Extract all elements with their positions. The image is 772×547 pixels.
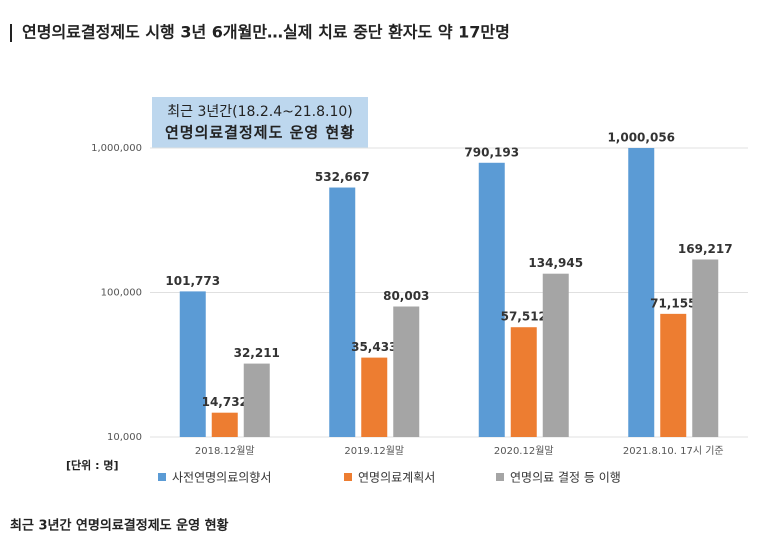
- headline: 연명의료결정제도 시행 3년 6개월만…실제 치료 중단 환자도 약 17만명: [22, 23, 510, 42]
- x-tick-label: 2019.12월말: [344, 445, 404, 457]
- unit-label: [단위 : 명]: [66, 458, 118, 472]
- bar: [179, 291, 206, 437]
- value-label: 790,193: [464, 145, 519, 159]
- legend-swatch: [496, 473, 504, 481]
- y-tick-label: 100,000: [101, 288, 142, 299]
- value-label: 532,667: [315, 170, 370, 184]
- y-tick-label: 10,000: [107, 432, 142, 443]
- bar: [393, 306, 420, 437]
- bar: [692, 259, 719, 437]
- bar: [660, 313, 687, 437]
- headline-bar: [10, 24, 12, 42]
- value-label: 32,211: [234, 346, 280, 360]
- bar: [243, 363, 270, 437]
- plot: 10,000 100,000 1,000,000 2018.12월말 101,773 14…: [91, 130, 748, 485]
- value-label: 134,945: [528, 256, 583, 270]
- x-tick-label: 2018.12월말: [195, 445, 255, 457]
- chart-subtitle: 연명의료결정제도 운영 현황: [165, 124, 355, 142]
- bar: [542, 273, 569, 437]
- value-label: 14,732: [202, 395, 248, 409]
- bar: [628, 147, 655, 437]
- legend-label: 연명의료 결정 등 이행: [510, 470, 621, 485]
- value-label: 35,433: [351, 340, 397, 354]
- bar: [361, 357, 388, 437]
- legend-swatch: [158, 473, 166, 481]
- caption: 최근 3년간 연명의료결정제도 운영 현황: [10, 518, 229, 534]
- value-label: 57,512: [501, 310, 547, 324]
- value-label: 101,773: [165, 274, 220, 288]
- x-tick-label: 2021.8.10. 17시 기준: [623, 445, 724, 457]
- y-tick-label: 1,000,000: [91, 143, 142, 154]
- value-label: 169,217: [678, 242, 733, 256]
- value-label: 1,000,056: [607, 130, 675, 144]
- bar: [510, 327, 537, 437]
- chart-title: 최근 3년간(18.2.4~21.8.10): [167, 104, 353, 120]
- legend-label: 연명의료계획서: [358, 471, 435, 485]
- bar: [329, 187, 356, 437]
- x-tick-label: 2020.12월말: [494, 445, 554, 457]
- value-label: 71,155: [650, 296, 696, 310]
- bar: [478, 162, 505, 437]
- value-label: 80,003: [383, 289, 429, 303]
- chart-title-box: [152, 97, 368, 148]
- bar: [211, 412, 238, 437]
- legend-label: 사전연명의료의향서: [172, 471, 271, 485]
- legend-swatch: [344, 473, 352, 481]
